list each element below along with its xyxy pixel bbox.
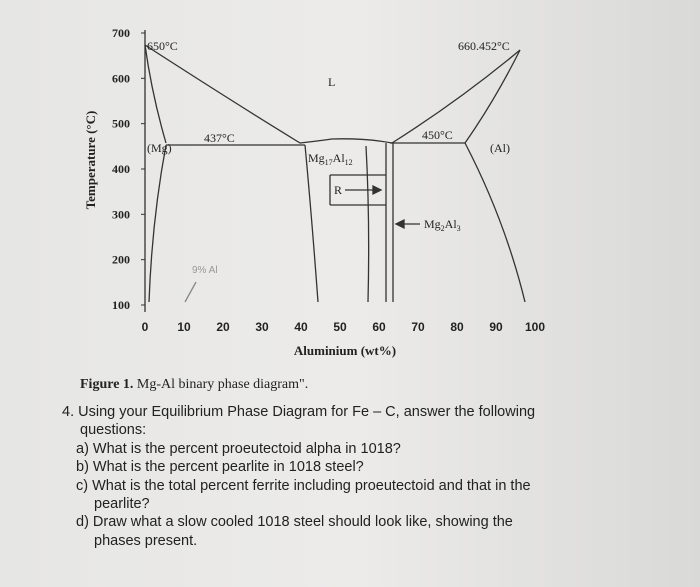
y-tick-label: 700	[112, 26, 130, 40]
phase-label: Mg17Al12	[308, 151, 353, 167]
y-tick-label: 100	[112, 298, 130, 312]
phase-diagram: 700 600 500 400 300 200 100 0 10 20 30 40 50 60 70 80 90…	[80, 26, 545, 392]
x-tick-label: 90	[489, 320, 503, 334]
x-tick-label: 40	[294, 320, 308, 334]
phase-label: Mg2Al3	[424, 217, 461, 233]
y-tick-label: 600	[112, 71, 130, 85]
question-item: c) What is the total percent ferrite inc…	[76, 477, 531, 513]
annotation: R	[334, 183, 342, 197]
annotation: 9% Al	[192, 265, 218, 276]
annotation: (Mg)	[147, 141, 172, 155]
x-tick-label: 30	[255, 320, 269, 334]
question: 4. Using your Equilibrium Phase Diagram …	[62, 403, 562, 550]
y-axis-label: Temperature (°C)	[83, 111, 98, 210]
x-tick-label: 20	[216, 320, 230, 334]
question-item: d) Draw what a slow cooled 1018 steel sh…	[76, 514, 513, 549]
y-tick-label: 500	[112, 117, 130, 131]
x-tick-label: 50	[333, 320, 347, 334]
diagram-lines	[144, 30, 526, 312]
annotation: 660.452°C	[458, 39, 510, 53]
question-item: b) What is the percent pearlite in 1018 …	[76, 459, 364, 476]
annotation: 450°C	[422, 128, 453, 142]
caption: Figure 1. Mg-Al binary phase diagram".	[80, 377, 308, 392]
x-tick-label: 100	[525, 320, 545, 334]
annotation: 650°C	[147, 39, 178, 53]
annotation: (Al)	[490, 141, 510, 155]
y-tick-label: 300	[112, 207, 130, 221]
y-tick-label: 200	[112, 253, 130, 267]
annotation: 437°C	[204, 131, 235, 145]
annotation: L	[328, 75, 335, 89]
x-tick-label: 70	[411, 320, 425, 334]
y-tick-label: 400	[112, 162, 130, 176]
x-tick-label: 10	[177, 320, 191, 334]
question-intro: 4. Using your Equilibrium Phase Diagram …	[62, 404, 536, 439]
x-tick-label: 80	[450, 320, 464, 334]
question-item: a) What is the percent proeutectoid alph…	[76, 440, 401, 457]
x-axis-label: Aluminium (wt%)	[294, 343, 396, 358]
ticks: 700 600 500 400 300 200 100 0 10 20 30 40 50 60 70 80 90…	[112, 26, 545, 334]
x-tick-label: 60	[372, 320, 386, 334]
x-tick-label: 0	[142, 320, 149, 334]
